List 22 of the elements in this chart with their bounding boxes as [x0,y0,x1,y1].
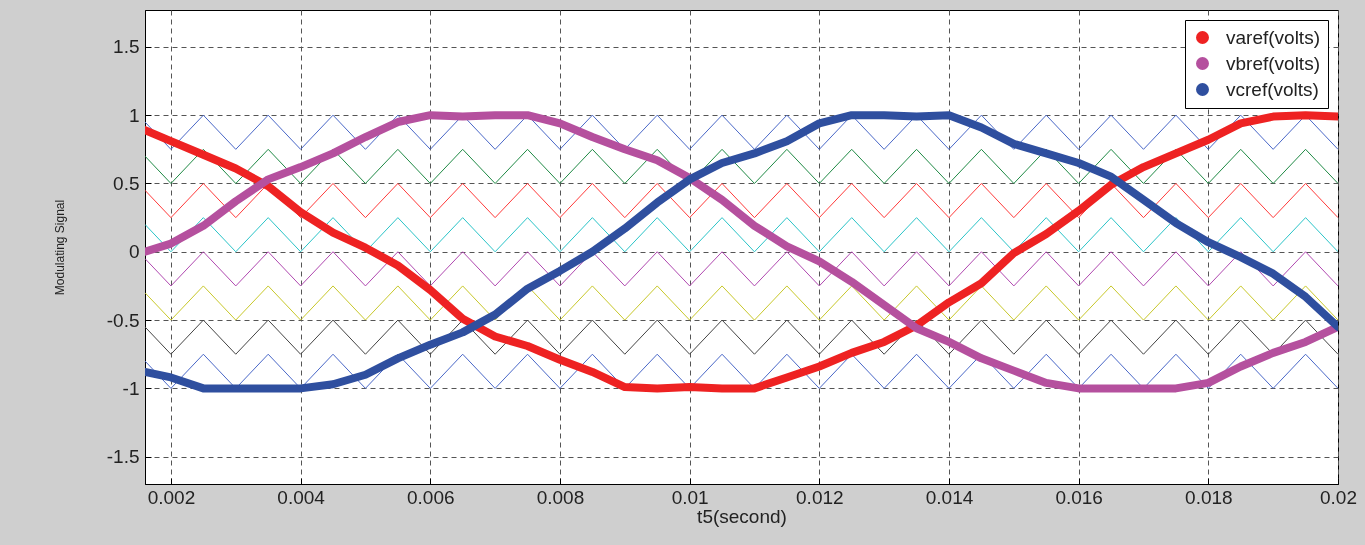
x-tick-label: 0.016 [1055,486,1103,508]
x-tick-label: 0.012 [796,486,844,508]
y-tick-label: 1.5 [113,36,140,58]
x-axis-title: t5(second) [697,505,787,527]
y-tick-label: -0.5 [106,309,140,331]
y-tick-label: 0 [128,241,140,263]
x-tick-label: 0.02 [1320,486,1357,508]
x-tick-label: 0.002 [147,486,196,508]
x-tick-label: 0.006 [407,486,455,508]
y-axis-title: Modulating Signal [52,199,67,296]
x-tick-label: 0.01 [671,486,709,508]
y-tick-label: 1 [128,104,140,126]
x-tick-label: 0.018 [1185,486,1233,508]
legend-label: vbref(volts) [1226,52,1320,74]
y-tick-label: -1.5 [106,446,140,468]
x-tick-label: 0.014 [925,486,974,508]
y-tick-label: -1 [122,377,140,399]
y-tick-label: 0.5 [113,172,140,194]
x-tick-label: 0.008 [536,486,585,508]
legend-label: vcref(volts) [1226,78,1319,100]
legend-label: varef(volts) [1226,26,1320,48]
x-tick-label: 0.004 [277,486,326,508]
